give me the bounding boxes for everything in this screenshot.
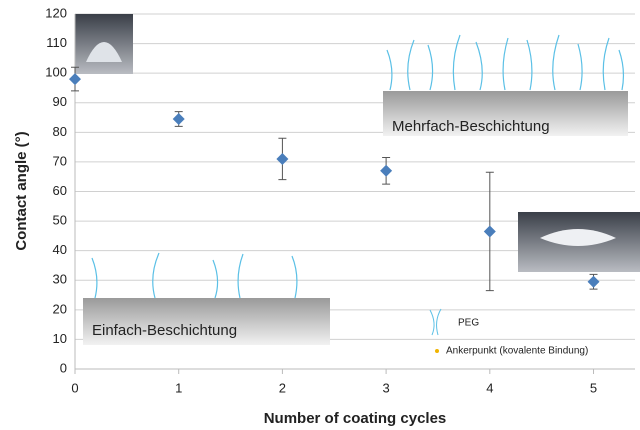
x-tick-label: 0 [71,380,78,395]
chart: Contact angle (°) Number of coating cycl… [0,0,640,430]
annotation: Einfach-Beschichtung [92,322,237,339]
x-tick-label: 4 [486,380,493,395]
y-tick-label: 40 [53,242,67,257]
y-tick-label: 120 [45,5,67,20]
annotation: Ankerpunkt (kovalente Bindung) [446,346,588,357]
y-tick-label: 60 [53,183,67,198]
y-axis-title: Contact angle (°) [13,131,30,250]
data-point [380,165,392,177]
y-tick-label: 80 [53,124,67,139]
x-tick-label: 2 [279,380,286,395]
y-tick-label: 70 [53,153,67,168]
y-tick-label: 110 [46,35,67,50]
y-tick-label: 10 [53,331,67,346]
x-tick-label: 3 [382,380,389,395]
legend-peg-icon [430,309,441,335]
data-point [173,113,185,125]
annotation: Mehrfach-Beschichtung [392,118,550,135]
x-tick-label: 5 [590,380,597,395]
data-point [69,73,81,85]
y-tick-label: 0 [60,360,67,375]
x-axis-title: Number of coating cycles [264,410,447,427]
y-tick-label: 20 [53,301,67,316]
data-point [276,153,288,165]
x-tick-label: 1 [175,380,182,395]
annotation: PEG [458,318,479,329]
y-tick-label: 30 [53,272,67,287]
legend-anchor-icon [435,349,439,353]
y-tick-label: 50 [53,213,67,228]
y-tick-label: 100 [45,65,67,80]
data-point [588,276,600,288]
illustrations [75,14,640,353]
data-point [484,225,496,237]
peg-chains [92,253,297,298]
y-tick-label: 90 [53,94,67,109]
